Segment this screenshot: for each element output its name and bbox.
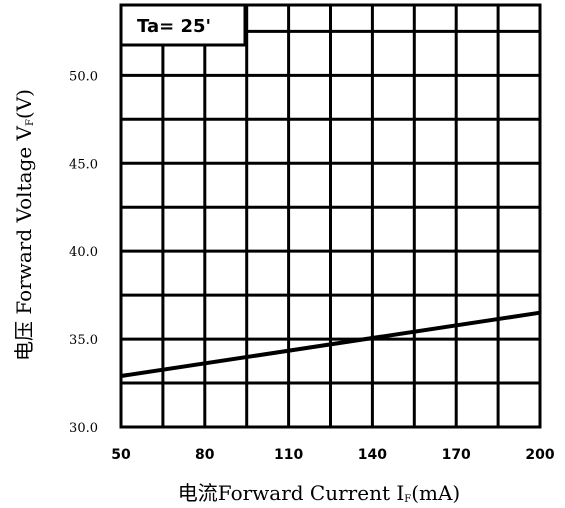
grid	[119, 3, 542, 429]
y-tick-label: 45.0	[69, 157, 98, 172]
annotation-text: Ta= 25'	[137, 16, 211, 37]
annotation-box	[119, 3, 247, 47]
y-tick-label: 30.0	[69, 421, 98, 436]
x-tick-label: 110	[274, 447, 303, 463]
x-tick-label: 50	[111, 447, 131, 463]
x-tick-label: 80	[195, 447, 215, 463]
y-axis-label: 电压 Forward Voltage VF(V)	[12, 89, 36, 361]
x-tick-label: 140	[358, 447, 387, 463]
y-tick-label: 50.0	[69, 69, 98, 84]
tick-labels: 50 80 110 140 170 200 30.0 35.0 40.0 45.0 50.0	[69, 69, 555, 463]
x-axis-label: 电流Forward Current IF(mA)	[178, 481, 460, 505]
x-tick-label: 170	[442, 447, 471, 463]
series-layer	[120, 310, 541, 378]
x-tick-label: 200	[525, 447, 554, 463]
y-tick-label: 35.0	[69, 333, 98, 348]
y-tick-label: 40.0	[69, 245, 98, 260]
series-line	[120, 310, 541, 378]
